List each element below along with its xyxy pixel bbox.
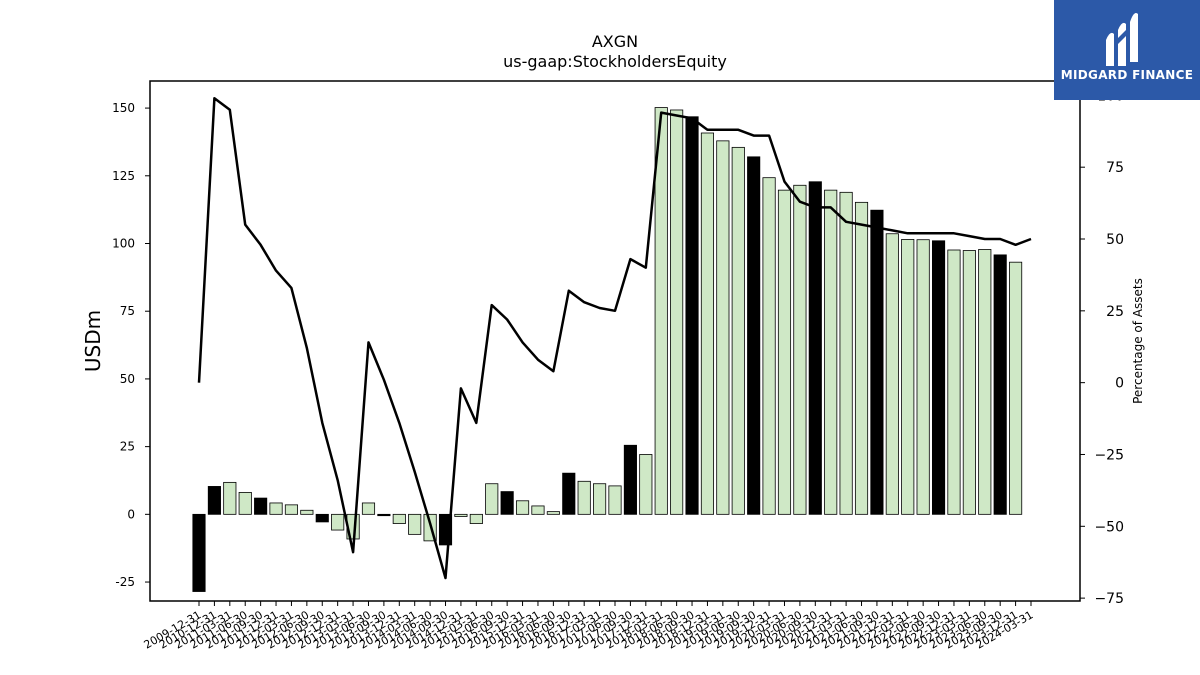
y-tick-label: 100 bbox=[112, 237, 135, 251]
bar bbox=[469, 513, 483, 524]
y2-tick-label: −25 bbox=[1094, 447, 1124, 463]
bar bbox=[854, 201, 869, 515]
bar bbox=[1009, 261, 1023, 515]
y2-axis-label: Percentage of Assets bbox=[1131, 278, 1145, 404]
y-tick-label: 50 bbox=[120, 372, 135, 386]
bar bbox=[731, 146, 745, 515]
y-tick-label: 0 bbox=[127, 507, 135, 521]
bar bbox=[824, 189, 838, 515]
y2-tick-label: 0 bbox=[1115, 376, 1124, 392]
bar bbox=[639, 454, 653, 515]
bar bbox=[377, 513, 391, 517]
bar bbox=[500, 491, 514, 515]
y2-tick-label: −75 bbox=[1094, 591, 1124, 607]
bar bbox=[562, 472, 576, 515]
bar bbox=[931, 240, 946, 515]
bar bbox=[408, 513, 422, 535]
chart-subtitle: us-gaap:StockholdersEquity bbox=[503, 52, 727, 71]
bar bbox=[361, 502, 376, 515]
bar bbox=[485, 483, 499, 515]
bar bbox=[238, 491, 252, 515]
bar bbox=[192, 513, 206, 592]
bar bbox=[623, 444, 637, 515]
midgard-finance-logo: MIDGARD FINANCE bbox=[1054, 0, 1200, 100]
y2-tick-label: 25 bbox=[1106, 304, 1124, 320]
bar bbox=[808, 181, 822, 515]
y2-tick-label: 50 bbox=[1106, 232, 1124, 248]
bar bbox=[577, 480, 591, 515]
bar bbox=[978, 249, 992, 515]
bar bbox=[515, 500, 530, 515]
bar bbox=[284, 504, 299, 515]
y2-tick-label: 75 bbox=[1106, 160, 1124, 176]
y-tick-label: 150 bbox=[112, 101, 135, 115]
bar bbox=[901, 239, 915, 515]
bar bbox=[870, 209, 884, 515]
bar bbox=[654, 107, 668, 515]
bar bbox=[916, 239, 930, 515]
y-axis-label: USDm bbox=[81, 310, 105, 372]
bar bbox=[993, 254, 1007, 515]
bar bbox=[331, 513, 345, 531]
bar bbox=[392, 513, 406, 524]
bar bbox=[670, 109, 684, 515]
bar bbox=[762, 177, 776, 515]
y-tick-label: 25 bbox=[120, 440, 135, 454]
y-tick-label: 125 bbox=[112, 169, 135, 183]
bar bbox=[546, 511, 560, 515]
bar bbox=[685, 116, 699, 515]
bar bbox=[254, 497, 268, 515]
bar bbox=[700, 132, 715, 515]
bar bbox=[269, 502, 283, 515]
bar bbox=[793, 184, 807, 515]
bar bbox=[593, 483, 607, 515]
y2-tick-label: −50 bbox=[1094, 519, 1124, 535]
y-tick-label: -25 bbox=[115, 575, 135, 589]
bar bbox=[454, 513, 468, 517]
percentage-line bbox=[197, 96, 1032, 580]
logo-mark-icon bbox=[1106, 13, 1138, 66]
y-tick-label: 75 bbox=[120, 304, 135, 318]
bar bbox=[608, 485, 622, 515]
bar bbox=[885, 233, 899, 515]
bar bbox=[947, 249, 961, 515]
bar bbox=[777, 189, 792, 515]
chart-title: AXGN bbox=[591, 32, 639, 51]
bar bbox=[962, 250, 976, 515]
bar bbox=[747, 156, 761, 515]
bar-series bbox=[192, 107, 1023, 592]
logo-text: MIDGARD FINANCE bbox=[1060, 68, 1194, 82]
bar bbox=[300, 509, 314, 515]
left-axis-ticks: -25 0 25 50 75 100 125 150 bbox=[112, 101, 150, 589]
bar bbox=[207, 486, 221, 515]
x-axis-ticks: 2009-12-312010-12-312011-03-312011-06-30… bbox=[142, 601, 1036, 652]
bar bbox=[223, 481, 237, 515]
bar bbox=[839, 191, 853, 515]
bar bbox=[716, 140, 730, 515]
bar bbox=[315, 513, 329, 523]
bar bbox=[531, 505, 545, 515]
